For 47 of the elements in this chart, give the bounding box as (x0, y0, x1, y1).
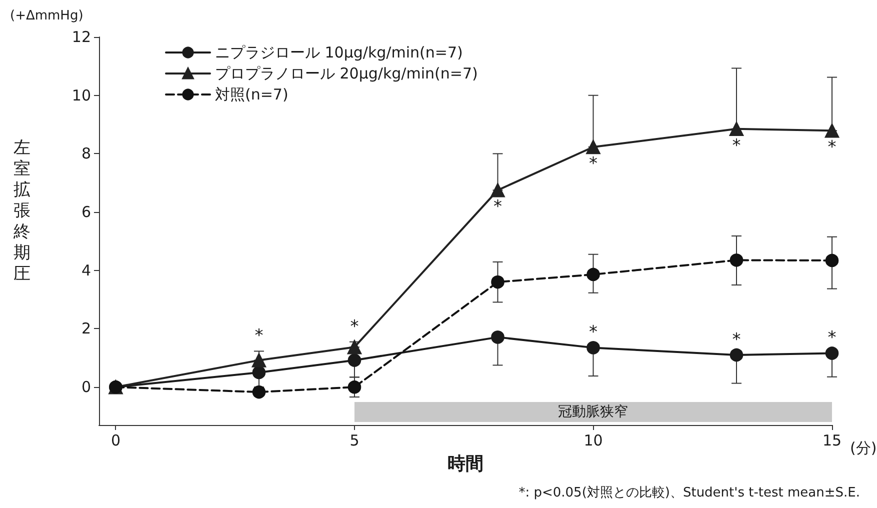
y-tick-label: 12 (72, 28, 91, 46)
annotation: * (588, 154, 598, 174)
annotation: * (254, 326, 264, 346)
x-axis-title: 時間 (448, 454, 484, 474)
text: *: p<0.05(対照との比較)、Student's t-test mean±S.E. (518, 484, 860, 500)
legend-label: ニプラジロール 10μg/kg/min(n=7) (215, 44, 463, 62)
annotation: * (493, 197, 502, 218)
x-tick-label: 0 (110, 432, 120, 450)
legend-label: 対照(n=7) (215, 86, 288, 104)
legend-label: プロプラノロール 20μg/kg/min(n=7) (215, 64, 478, 82)
point (730, 348, 744, 362)
point (347, 340, 362, 354)
point (825, 254, 839, 268)
annotation: * (828, 138, 836, 158)
annotation: * (828, 328, 836, 348)
point (348, 380, 362, 394)
point (491, 275, 504, 289)
point (729, 122, 744, 136)
point (252, 353, 266, 368)
point (252, 366, 266, 380)
annotation: * (588, 322, 598, 343)
x-tick-label: 5 (350, 432, 360, 450)
annotation: * (732, 330, 741, 350)
y-tick-label: 2 (81, 320, 91, 338)
annotation: * (350, 316, 359, 337)
x-tick-label: 10 (584, 432, 603, 450)
point (252, 385, 266, 399)
point (586, 268, 600, 282)
point (491, 330, 504, 344)
y-axis-title: 左室拡張終期圧 (12, 138, 32, 285)
point (586, 140, 600, 154)
point (490, 183, 505, 198)
band-label: 冠動脈狭窄 (558, 404, 628, 420)
y-tick-label: 10 (72, 86, 91, 104)
annotation: * (732, 136, 741, 156)
point (586, 341, 600, 354)
y-tick-label: 4 (81, 261, 91, 280)
y-tick-label: 8 (81, 144, 91, 163)
x-tick-label: 15 (822, 432, 842, 450)
point (730, 254, 744, 267)
y-tick-label: 6 (81, 203, 91, 222)
point (824, 123, 840, 138)
text: (+ΔmmHg) (10, 8, 84, 24)
y-tick-label: 0 (81, 378, 91, 396)
text: (分) (850, 439, 877, 457)
point (825, 346, 839, 360)
point (348, 354, 362, 367)
